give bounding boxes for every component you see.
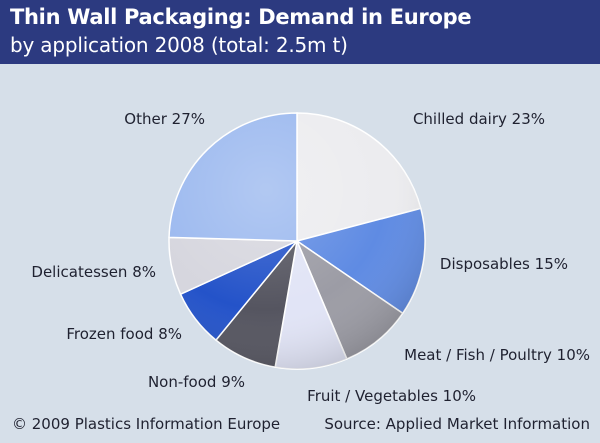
- slice-labels: Chilled dairy 23% Disposables 15% Meat / F…: [31, 110, 590, 405]
- chart-header: Thin Wall Packaging: Demand in Europe by…: [0, 0, 600, 64]
- copyright-note: © 2009 Plastics Information Europe: [12, 415, 281, 433]
- slice-label-other: Other 27%: [124, 110, 205, 128]
- pie-slice-other: [168, 112, 298, 242]
- pie-chart: Chilled dairy 23% Disposables 15% Meat / F…: [31, 110, 590, 405]
- slice-label-meat-fish-poultry: Meat / Fish / Poultry 10%: [404, 346, 590, 364]
- source-note: Source: Applied Market Information: [324, 415, 590, 433]
- slice-label-non-food: Non-food 9%: [148, 373, 245, 391]
- slice-label-delicatessen: Delicatessen 8%: [31, 263, 156, 281]
- chart-footer: © 2009 Plastics Information Europe Sourc…: [0, 408, 600, 443]
- plot-area: Chilled dairy 23% Disposables 15% Meat / F…: [0, 64, 600, 408]
- slice-label-fruit-vegetables: Fruit / Vegetables 10%: [307, 387, 476, 405]
- chart-subtitle: by application 2008 (total: 2.5m t): [10, 33, 348, 57]
- pie-slices: [168, 112, 426, 370]
- slice-label-frozen-food: Frozen food 8%: [66, 325, 182, 343]
- slice-label-chilled-dairy: Chilled dairy 23%: [413, 110, 545, 128]
- slice-label-disposables: Disposables 15%: [440, 255, 568, 273]
- chart-title: Thin Wall Packaging: Demand in Europe: [10, 5, 472, 29]
